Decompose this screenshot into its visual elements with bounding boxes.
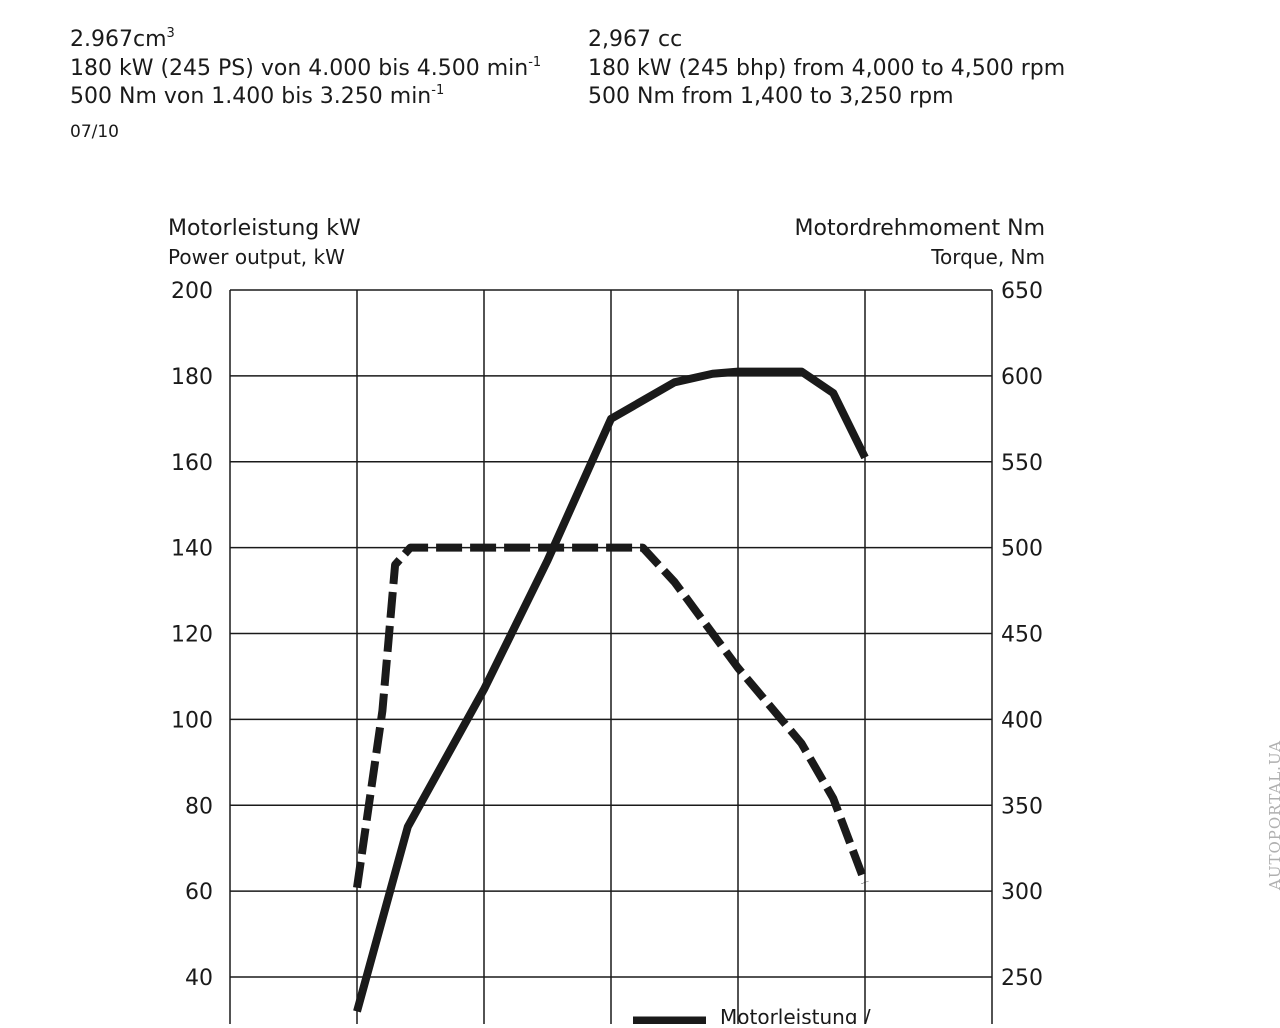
left-tick-label: 100 [171,708,213,733]
spec-block-german: 2.967cm3 180 kW (245 PS) von 4.000 bis 4… [70,26,541,112]
right-axis-subtitle: Torque, Nm [930,245,1045,269]
right-tick-label: 550 [1001,451,1043,476]
left-tick-label: 200 [171,279,213,304]
right-tick-label: 250 [1001,966,1043,991]
right-tick-label: 500 [1001,537,1043,562]
right-tick-label: 450 [1001,623,1043,648]
left-tick-label: 60 [185,880,213,905]
left-tick-label: 180 [171,365,213,390]
legend-label-power: Motorleistung / [720,1005,871,1024]
right-axis-title: Motordrehmoment Nm [795,216,1046,241]
left-tick-label: 140 [171,537,213,562]
power-en: 180 kW (245 bhp) from 4,000 to 4,500 rpm [588,55,1066,81]
watermark: AUTOPORTAL.UA [1266,740,1280,890]
power-curve [353,367,869,1013]
left-tick-label: 120 [171,623,213,648]
right-tick-label: 300 [1001,880,1043,905]
left-tick-label: 40 [185,966,213,991]
displacement-de: 2.967cm3 [70,26,175,52]
displacement-en: 2,967 cc [588,27,683,52]
document-date: 07/10 [70,122,119,142]
left-axis-subtitle: Power output, kW [168,245,345,269]
torque-de: 500 Nm von 1.400 bis 3.250 min-1 [70,83,445,109]
right-tick-label: 600 [1001,365,1043,390]
chart-legend: Motorleistung / [633,1005,871,1028]
spec-block-english: 2,967 cc 180 kW (245 bhp) from 4,000 to … [588,26,1065,112]
right-tick-label: 350 [1001,794,1043,819]
left-tick-label: 160 [171,451,213,476]
right-tick-label: 400 [1001,708,1043,733]
left-axis-title: Motorleistung kW [168,216,361,241]
torque-en: 500 Nm from 1,400 to 3,250 rpm [588,84,954,109]
power-de: 180 kW (245 PS) von 4.000 bis 4.500 min-… [70,54,542,81]
left-tick-label: 80 [185,794,213,819]
torque-curve [353,543,869,889]
right-tick-label: 650 [1001,279,1043,304]
